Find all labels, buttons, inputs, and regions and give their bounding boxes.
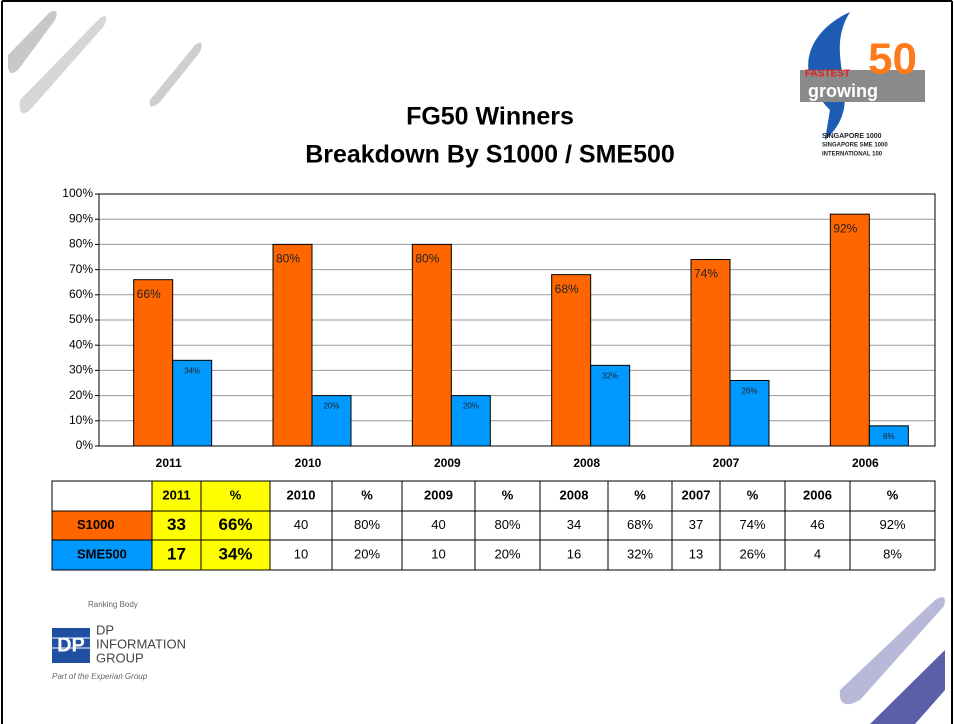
dp-mark: DP	[57, 634, 85, 656]
table-value: 20%	[494, 546, 520, 561]
page: {"chart_data": {"type": "bar", "title": …	[0, 0, 954, 724]
column-header: %	[230, 487, 242, 502]
y-tick-label: 20%	[69, 388, 93, 402]
column-header: 2009	[424, 487, 453, 502]
table-value: 8%	[883, 546, 902, 561]
y-tick-label: 80%	[69, 237, 93, 251]
bar	[691, 260, 730, 446]
logo: FASTEST growing 50 SINGAPORE 1000 SINGAP…	[800, 12, 925, 158]
company-name: INFORMATION	[96, 636, 186, 651]
table-value: 74%	[739, 517, 765, 532]
table-value: 66%	[218, 515, 252, 534]
x-tick-label: 2011	[156, 456, 182, 470]
data-label: 20%	[463, 402, 479, 411]
column-header: 2010	[287, 487, 316, 502]
data-label: 32%	[602, 371, 618, 380]
bar	[134, 280, 173, 446]
table-value: 80%	[354, 517, 380, 532]
logo-line: SINGAPORE SME 1000	[822, 143, 888, 149]
chart-title: FG50 Winners	[406, 103, 574, 131]
chart-subtitle: Breakdown By S1000 / SME500	[305, 141, 675, 169]
data-label: 20%	[323, 402, 339, 411]
data-label: 74%	[694, 267, 718, 281]
decor-bottom-right	[840, 597, 945, 724]
footer-caption: Ranking Body	[88, 600, 138, 609]
table-value: 13	[689, 546, 703, 561]
column-header: %	[747, 487, 759, 502]
table-value: 10	[431, 546, 445, 561]
bar	[552, 275, 591, 446]
table-cell	[52, 481, 152, 511]
data-label: 80%	[415, 252, 439, 266]
bar	[273, 244, 312, 446]
y-tick-label: 100%	[62, 186, 93, 200]
company-name: DP	[96, 622, 114, 637]
y-tick-label: 50%	[69, 312, 93, 326]
bar	[830, 214, 869, 446]
y-tick-label: 10%	[69, 413, 93, 427]
column-header: 2007	[682, 487, 711, 502]
y-tick-label: 90%	[69, 211, 93, 225]
decor-top-left	[8, 11, 202, 113]
table-value: 46	[810, 517, 824, 532]
table-value: 34%	[218, 544, 252, 563]
data-label: 66%	[137, 287, 161, 301]
data-label: 26%	[741, 387, 757, 396]
table-value: 10	[294, 546, 308, 561]
y-tick-label: 60%	[69, 287, 93, 301]
x-tick-label: 2008	[573, 456, 600, 470]
table-value: 4	[814, 546, 821, 561]
table-value: 40	[294, 517, 308, 532]
bar	[412, 244, 451, 446]
table-value: 16	[567, 546, 581, 561]
slide: FASTEST growing 50 SINGAPORE 1000 SINGAP…	[0, 0, 954, 724]
footer-tagline: Part of the Experian Group	[52, 672, 148, 681]
data-label: 92%	[833, 221, 857, 235]
y-tick-label: 70%	[69, 262, 93, 276]
x-tick-label: 2007	[713, 456, 740, 470]
logo-line: INTERNATIONAL 100	[822, 152, 883, 158]
table-value: 80%	[494, 517, 520, 532]
column-header: %	[887, 487, 899, 502]
table-value: 68%	[627, 517, 653, 532]
y-tick-label: 40%	[69, 337, 93, 351]
table-value: 32%	[627, 546, 653, 561]
x-tick-label: 2006	[852, 456, 879, 470]
logo-number: 50	[868, 35, 917, 84]
data-label: 80%	[276, 252, 300, 266]
logo-word: growing	[808, 81, 878, 101]
column-header: %	[361, 487, 373, 502]
data-label: 68%	[555, 282, 579, 296]
row-header: SME500	[77, 546, 127, 561]
data-label: 8%	[883, 432, 895, 441]
company-name: GROUP	[96, 650, 144, 665]
x-tick-label: 2009	[434, 456, 461, 470]
table-value: 33	[167, 515, 186, 534]
table-value: 26%	[739, 546, 765, 561]
data-label: 34%	[184, 366, 200, 375]
table-value: 20%	[354, 546, 380, 561]
row-header: S1000	[77, 517, 115, 532]
column-header: 2006	[803, 487, 832, 502]
column-header: %	[502, 487, 514, 502]
y-tick-label: 0%	[76, 438, 94, 452]
dp-logo: DP	[52, 628, 90, 663]
x-tick-label: 2010	[295, 456, 322, 470]
column-header: 2008	[560, 487, 589, 502]
logo-line: SINGAPORE 1000	[822, 133, 882, 140]
y-tick-label: 30%	[69, 363, 93, 377]
table-value: 40	[431, 517, 445, 532]
table-value: 37	[689, 517, 703, 532]
logo-top: FASTEST	[805, 69, 850, 80]
table-value: 92%	[879, 517, 905, 532]
column-header: 2011	[162, 487, 190, 502]
table-value: 17	[167, 544, 186, 563]
column-header: %	[634, 487, 646, 502]
table-value: 34	[567, 517, 581, 532]
